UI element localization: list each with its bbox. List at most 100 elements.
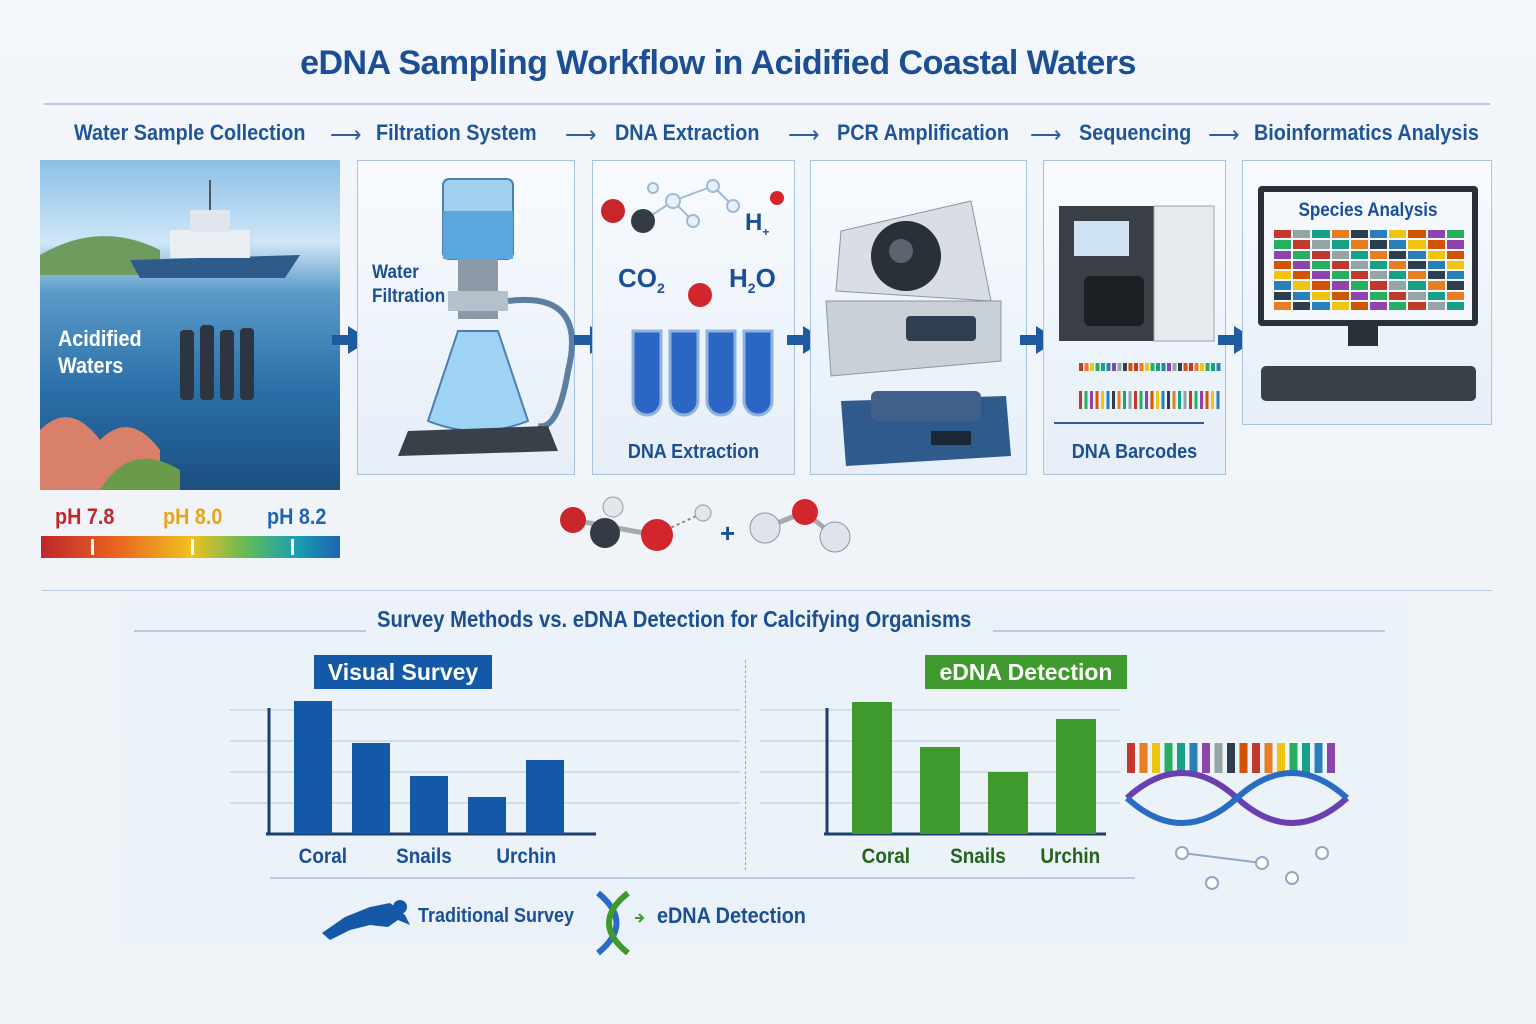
barcode-mark	[1145, 391, 1148, 409]
arrow-icon: ⟶	[1208, 122, 1240, 147]
co2-subscript: 2	[657, 280, 665, 297]
barcode-mark	[1152, 743, 1160, 773]
heatmap-cell	[1274, 291, 1292, 300]
barcode-mark	[1177, 743, 1185, 773]
heatmap-cell	[1446, 260, 1464, 269]
heatmap-cell	[1312, 281, 1330, 290]
oxygen-atom-icon	[688, 283, 712, 307]
heatmap-cell	[1350, 281, 1368, 290]
heatmap-cell	[1370, 240, 1388, 249]
barcode-mark	[1084, 363, 1089, 371]
heatmap-cell	[1427, 260, 1445, 269]
step-label: Sequencing	[1079, 120, 1192, 145]
barcode-mark	[1128, 363, 1133, 371]
diver-icon	[322, 900, 410, 940]
page-title: eDNA Sampling Workflow in Acidified Coas…	[300, 44, 1136, 82]
heatmap-cell	[1389, 230, 1407, 239]
dna-barcodes-caption: DNA Barcodes	[1071, 441, 1198, 463]
barcode-mark	[1264, 743, 1273, 773]
arrow-icon: ⟶	[330, 122, 362, 147]
heatmap-cell	[1427, 250, 1445, 259]
heatmap-cell	[1446, 250, 1464, 259]
step-label: DNA Extraction	[615, 120, 760, 145]
heatmap-cell	[1331, 291, 1349, 300]
heatmap-cell	[1274, 271, 1292, 280]
barcode-mark	[1211, 363, 1215, 371]
barcode-mark	[1079, 363, 1083, 371]
barcode-mark	[1112, 363, 1116, 371]
heatmap-cell	[1427, 240, 1445, 249]
heatmap-cell	[1293, 271, 1311, 280]
water-filtration-label: Water Filtration	[372, 262, 446, 307]
barcode-mark	[1189, 363, 1193, 371]
heatmap-cell	[1408, 281, 1426, 290]
barcode-mark	[1205, 391, 1209, 409]
heatmap-cell	[1293, 291, 1311, 300]
heatmap-cell	[1312, 301, 1330, 310]
category-label: Coral	[298, 845, 348, 868]
heatmap-cell	[1370, 260, 1388, 269]
heatmap-cell	[1293, 230, 1311, 239]
h2o-formula: H2O	[729, 263, 776, 296]
heatmap-cell	[1446, 230, 1464, 239]
barcode-mark	[1090, 363, 1094, 371]
hydrogen-ion-formula: H+	[745, 209, 769, 239]
heatmap-cell	[1331, 260, 1349, 269]
barcode-mark	[1167, 363, 1171, 371]
barcode-mark	[1123, 391, 1126, 409]
heatmap-cell	[1446, 240, 1464, 249]
arrow-icon: ⟶	[565, 122, 597, 147]
barcode-mark	[1172, 391, 1176, 409]
bar	[988, 772, 1028, 834]
barcode-mark	[1216, 391, 1220, 409]
barcode-mark	[1128, 391, 1132, 409]
heatmap-cell	[1350, 271, 1368, 280]
heatmap-cell	[1370, 250, 1388, 259]
keyboard-icon	[1261, 366, 1476, 401]
bioinformatics-panel: Species Analysis	[1242, 160, 1492, 425]
visual-survey-header: Visual Survey	[314, 655, 492, 689]
barcode-mark	[1117, 363, 1122, 371]
heatmap-cell	[1389, 240, 1407, 249]
heatmap-cell	[1293, 250, 1311, 259]
barcode-mark	[1095, 391, 1099, 409]
divider	[745, 660, 746, 870]
heatmap-cell	[1446, 291, 1464, 300]
bar	[352, 743, 390, 834]
divider	[42, 590, 1492, 591]
ph-gradient-bar	[41, 536, 340, 558]
bar	[468, 797, 506, 834]
barcode-mark	[1106, 363, 1111, 371]
heatmap-cell	[1331, 281, 1349, 290]
barcode-mark	[1202, 743, 1210, 773]
ph-label: pH 8.2	[267, 504, 327, 529]
heatmap-cell	[1331, 271, 1349, 280]
step-label: PCR Amplification	[837, 120, 1009, 145]
step-label: Filtration System	[376, 120, 537, 145]
filtration-panel: Water Filtration	[357, 160, 575, 475]
barcode-mark	[1327, 743, 1335, 773]
species-heatmap	[1274, 230, 1464, 310]
heatmap-cell	[1312, 250, 1330, 259]
barcode-mark	[1139, 391, 1143, 409]
ocean-sampling-illustration: Acidified Waters	[40, 160, 340, 490]
visual-survey-bar-chart	[230, 701, 740, 836]
heatmap-cell	[1389, 260, 1407, 269]
category-label: Snails	[396, 845, 452, 868]
heatmap-cell	[1389, 271, 1407, 280]
barcode-mark	[1127, 743, 1135, 773]
divider	[44, 103, 1490, 105]
barcode-mark	[1139, 743, 1148, 773]
sequencer-icon	[1054, 205, 1221, 424]
barcode-mark	[1277, 743, 1285, 773]
heatmap-cell	[1312, 260, 1330, 269]
barcode-mark	[1189, 391, 1192, 409]
heatmap-cell	[1408, 291, 1426, 300]
barcode-mark	[1150, 363, 1155, 371]
barcode-mark	[1161, 363, 1166, 371]
h2o-subscript: 2	[747, 280, 756, 297]
step-label: Water Sample Collection	[74, 120, 306, 145]
barcode-mark	[1123, 363, 1127, 371]
bar	[852, 702, 892, 834]
h-symbol: H	[729, 263, 748, 293]
